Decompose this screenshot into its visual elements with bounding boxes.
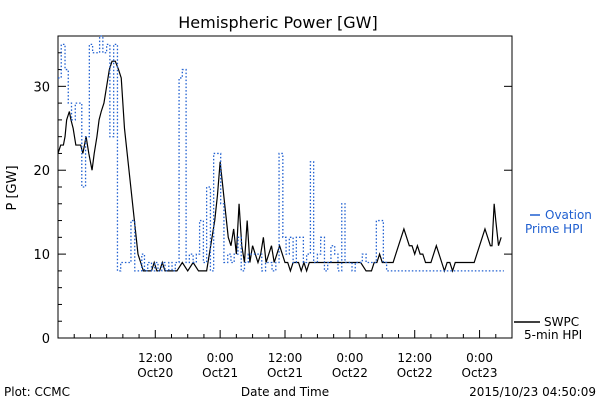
x-tick-label-time: 12:00	[268, 351, 303, 365]
x-tick-label-time: 0:00	[336, 351, 363, 365]
x-tick-label-date: Oct21	[202, 366, 238, 380]
legend-ovation-label-1: Ovation	[545, 208, 592, 222]
series-group	[57, 35, 504, 273]
footer-credit: Plot: CCMC	[4, 385, 70, 399]
series-line-swpc	[57, 60, 502, 273]
x-tick-label-date: Oct23	[462, 366, 498, 380]
x-tick-label-time: 0:00	[207, 351, 234, 365]
legend-ovation-label-2: Prime HPI	[525, 222, 583, 236]
x-tick-label-time: 0:00	[466, 351, 493, 365]
x-tick-label-date: Oct22	[332, 366, 368, 380]
x-tick-label-date: Oct21	[267, 366, 303, 380]
x-tick-label-date: Oct20	[137, 366, 173, 380]
x-tick-label-time: 12:00	[397, 351, 432, 365]
legend-swpc-label-1: SWPC	[544, 315, 579, 329]
x-tick-label-date: Oct22	[397, 366, 433, 380]
plot-frame	[57, 35, 513, 339]
y-axis-label: P [GW]	[5, 165, 20, 210]
x-axis-label: Date and Time	[241, 385, 329, 399]
x-axis-ticks: 12:00Oct200:00Oct2112:00Oct210:00Oct2212…	[73, 330, 498, 380]
chart-title: Hemispheric Power [GW]	[178, 13, 377, 32]
y-tick-label: 20	[33, 164, 50, 179]
y-tick-label: 30	[33, 80, 50, 95]
y-tick-label: 10	[33, 248, 50, 263]
y-axis-ticks: 0 10 20 30	[33, 52, 512, 347]
x-tick-label-time: 12:00	[138, 351, 173, 365]
y-tick-label: 0	[42, 332, 50, 347]
legend-swpc-label-2: 5-min HPI	[524, 328, 582, 342]
series-line-ovation	[58, 35, 504, 272]
footer-timestamp: 2015/10/23 04:50:09	[469, 385, 596, 399]
